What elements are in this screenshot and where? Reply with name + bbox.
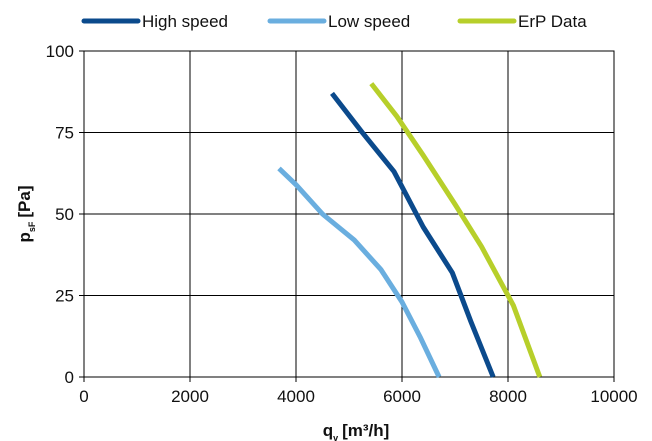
- y-axis-title-main: p: [15, 232, 34, 242]
- series-layer: [277, 82, 543, 379]
- x-tick-label-0: 0: [79, 387, 88, 406]
- x-tick-label-2: 4000: [277, 387, 315, 406]
- x-axis-title-sub: v: [333, 433, 338, 441]
- x-tick-label-3: 6000: [383, 387, 421, 406]
- y-axis-title-sub: sF: [27, 221, 37, 232]
- legend: High speed Low speed ErP Data: [81, 12, 587, 31]
- series-line-low-speed: [277, 166, 442, 379]
- y-tick-label-0: 0: [65, 368, 74, 387]
- grid: [83, 50, 615, 378]
- x-tick-label-4: 8000: [489, 387, 527, 406]
- x-tick-label-5: 10000: [590, 387, 637, 406]
- x-axis-ticks: 0 2000 4000 6000 8000 10000: [79, 377, 638, 406]
- y-tick-label-4: 100: [46, 42, 74, 61]
- legend-label-low-speed: Low speed: [328, 12, 410, 31]
- y-axis-title: psF [Pa]: [15, 185, 37, 242]
- y-tick-label-3: 75: [55, 124, 74, 143]
- y-axis-title-unit: [Pa]: [15, 185, 34, 217]
- legend-label-high-speed: High speed: [142, 12, 228, 31]
- y-tick-label-1: 25: [55, 287, 74, 306]
- x-axis-title: qv [m³/h]: [323, 421, 390, 441]
- x-tick-label-1: 2000: [171, 387, 209, 406]
- y-axis-ticks: 0 25 50 75 100: [46, 42, 84, 387]
- series-line-high-speed: [330, 91, 496, 378]
- x-axis-title-main: q: [323, 421, 333, 440]
- x-axis-title-unit: [m³/h]: [342, 421, 389, 440]
- legend-label-erp-data: ErP Data: [518, 12, 587, 31]
- y-tick-label-2: 50: [55, 205, 74, 224]
- series-line-erp-data: [369, 82, 543, 378]
